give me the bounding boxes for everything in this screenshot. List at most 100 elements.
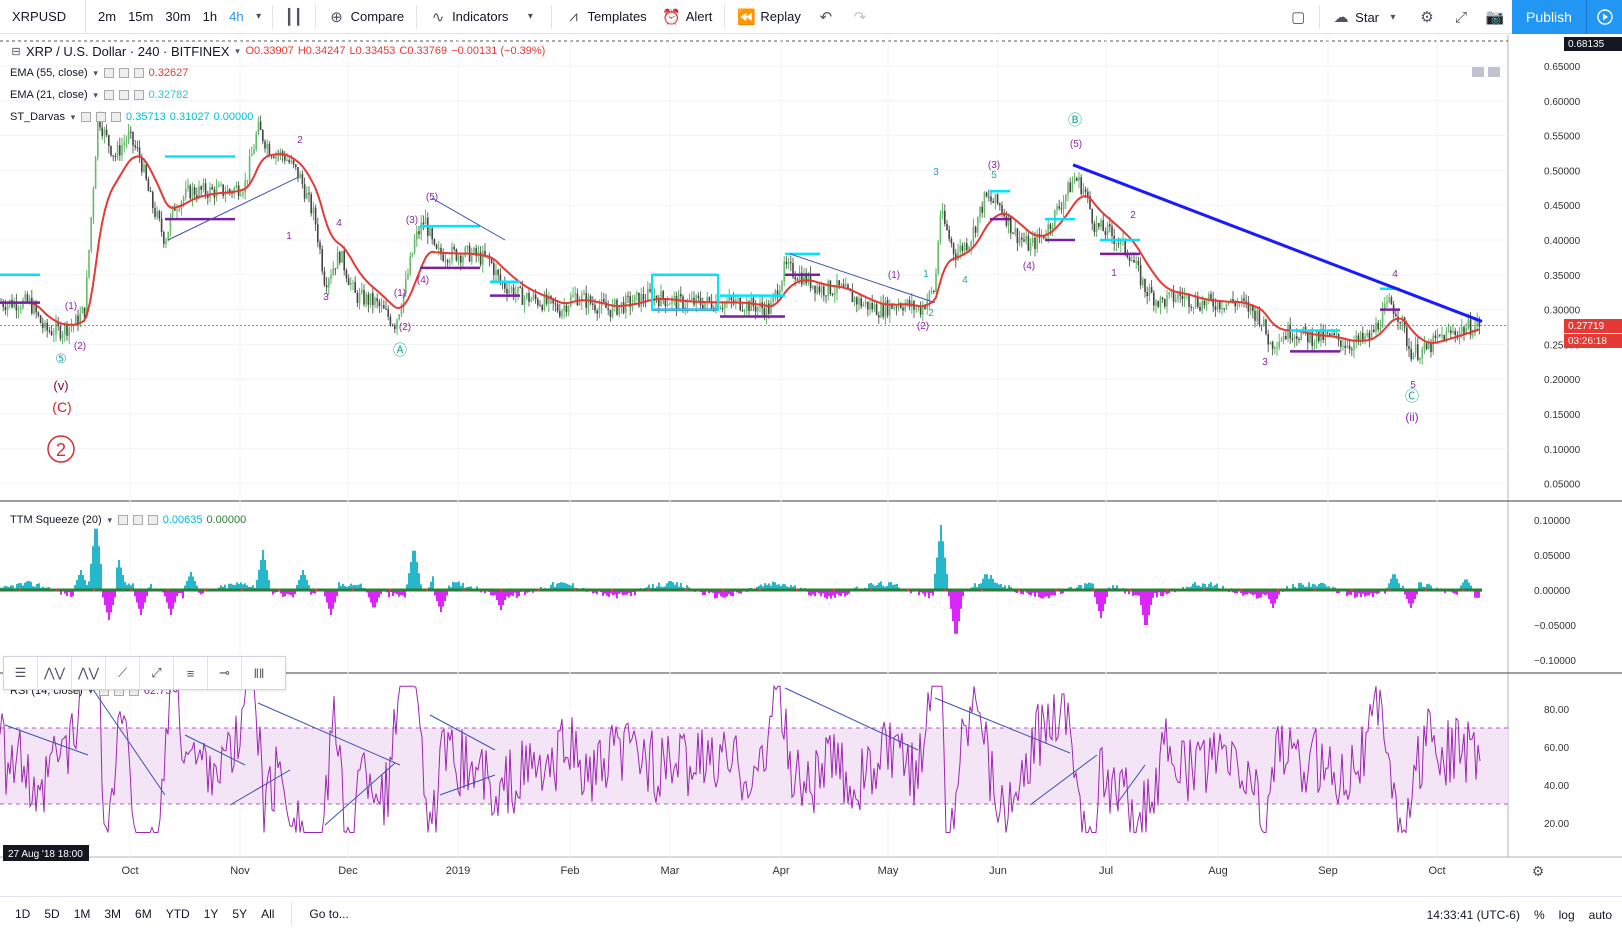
horizontal-line-icon[interactable]: ⊸ [208, 657, 242, 689]
candle-body [1025, 235, 1027, 242]
settings-button[interactable]: ⚙ [1410, 0, 1444, 34]
chevron-down-icon[interactable]: ▾ [93, 89, 98, 100]
symbol-search[interactable]: XRPUSD [0, 0, 86, 34]
squeeze-value-1: 0.00635 [162, 514, 203, 526]
trendline-icon[interactable]: ⟋ [106, 657, 140, 689]
interval-4h[interactable]: 4h [229, 8, 244, 24]
chevron-down-icon[interactable]: ▾ [107, 514, 112, 525]
snapshot-button[interactable]: 📷 [1478, 0, 1512, 34]
close-icon[interactable] [133, 68, 144, 78]
candle-body [1197, 297, 1199, 307]
publish-button[interactable]: Publish [1512, 0, 1586, 34]
squeeze-bar [130, 585, 132, 590]
range-6m[interactable]: 6M [135, 907, 152, 921]
squeeze-bar [504, 590, 506, 600]
candle-body [935, 273, 937, 292]
compare-button[interactable]: ⊕ Compare [320, 0, 412, 34]
range-ytd[interactable]: YTD [165, 907, 190, 921]
fullscreen-button[interactable]: ⤢ [1444, 0, 1478, 34]
abc-wave-icon[interactable]: ⋀⋁ [72, 657, 106, 689]
collapse-icon[interactable]: ⊟ [11, 45, 21, 58]
gear-icon[interactable] [118, 90, 129, 100]
interval-2m[interactable]: 2m [98, 8, 117, 24]
chevron-down-icon[interactable]: ▾ [70, 111, 76, 122]
percent-toggle[interactable]: % [1533, 907, 1545, 922]
auto-toggle[interactable]: auto [1588, 907, 1612, 922]
eye-icon[interactable] [117, 515, 128, 525]
chevron-down-icon[interactable]: ▾ [235, 45, 240, 56]
squeeze-bar [954, 590, 956, 634]
candle-body [61, 334, 64, 339]
candle-body [1071, 181, 1074, 193]
squeeze-bar [704, 590, 706, 596]
candle-body [88, 250, 90, 277]
squeeze-bar [498, 590, 500, 605]
chevron-down-icon[interactable]: ▾ [256, 11, 262, 22]
lines-icon[interactable]: ☰ [4, 657, 38, 689]
squeeze-bar [436, 590, 438, 601]
chart-canvas[interactable]: Oct Nov Dec 2019 Feb Mar Apr May Jun Jul Aug Sep Oct… [0, 35, 1622, 895]
candle-body [1007, 216, 1010, 226]
range-1y[interactable]: 1Y [203, 907, 219, 921]
undo-button[interactable]: ↶ [809, 0, 843, 34]
replay-button[interactable]: ⏪ Replay [729, 0, 808, 34]
interval-30m[interactable]: 30m [165, 8, 191, 24]
indicators-button[interactable]: ∿ Indicators ▾ [421, 0, 547, 34]
candle-body [534, 294, 537, 300]
elliott-wave-icon[interactable]: ⋀⋁ [38, 657, 72, 689]
gann-icon[interactable]: ‖‖ [253, 665, 265, 681]
squeeze-bar [1300, 582, 1302, 590]
chevron-down-icon[interactable]: ▾ [93, 67, 98, 78]
squeeze-bar [32, 586, 34, 590]
range-5y[interactable]: 5Y [232, 907, 248, 921]
squeeze-bar [1166, 590, 1168, 595]
interval-1h[interactable]: 1h [202, 8, 218, 24]
chevron-down-icon[interactable]: ▾ [88, 685, 94, 696]
candle-body [869, 302, 871, 310]
star-layout-button[interactable]: ☁ Star ▾ [1324, 0, 1410, 34]
goto-button[interactable]: Go to... [309, 907, 349, 921]
squeeze-bar [1456, 590, 1458, 595]
squeeze-bar [446, 590, 448, 596]
interval-15m[interactable]: 15m [128, 8, 154, 24]
last-price-tag: 0.27719 [1564, 319, 1622, 333]
candle-body [97, 115, 99, 158]
gear-icon[interactable] [96, 112, 107, 122]
range-all[interactable]: All [261, 907, 275, 921]
candle-body [1223, 308, 1225, 310]
chart-type-button[interactable]: ┃┃ [277, 0, 311, 34]
eye-icon[interactable] [103, 68, 114, 78]
eye-icon[interactable] [103, 90, 114, 100]
gear-icon[interactable] [118, 68, 129, 78]
candle-body [165, 240, 167, 244]
close-icon[interactable] [111, 112, 122, 122]
clock-time[interactable]: 14:33:41 (UTC-6) [1426, 907, 1520, 922]
eye-icon[interactable] [81, 112, 92, 122]
chart-area[interactable]: Oct Nov Dec 2019 Feb Mar Apr May Jun Jul Aug Sep Oct… [0, 35, 1622, 895]
candle-body [1318, 331, 1320, 342]
alert-button[interactable]: ⏰ Alert [655, 0, 721, 34]
close-icon[interactable] [133, 90, 144, 100]
squeeze-bar [874, 585, 876, 590]
gear-icon[interactable] [132, 515, 143, 525]
candle-body [563, 305, 565, 311]
squeeze-bar [1338, 590, 1340, 594]
range-1m[interactable]: 1M [73, 907, 91, 921]
templates-button[interactable]: ⩘ Templates [556, 0, 654, 34]
close-icon[interactable] [147, 515, 158, 525]
range-3m[interactable]: 3M [104, 907, 122, 921]
range-5d[interactable]: 5D [44, 907, 60, 921]
ray-icon[interactable]: ⤢ [140, 657, 174, 689]
play-button[interactable] [1586, 0, 1622, 34]
candle-body [779, 290, 781, 297]
candle-body [1091, 208, 1093, 224]
range-1d[interactable]: 1D [15, 907, 31, 921]
squeeze-bar [248, 586, 250, 590]
log-toggle[interactable]: log [1558, 907, 1575, 922]
fullscreen-box-button[interactable]: ▢ [1281, 0, 1315, 34]
squeeze-bar [1336, 590, 1338, 594]
candle-body [919, 307, 922, 315]
candle-body [138, 147, 141, 157]
redo-button[interactable]: ↷ [843, 0, 877, 34]
fib-icon[interactable]: ≡ [174, 657, 208, 689]
